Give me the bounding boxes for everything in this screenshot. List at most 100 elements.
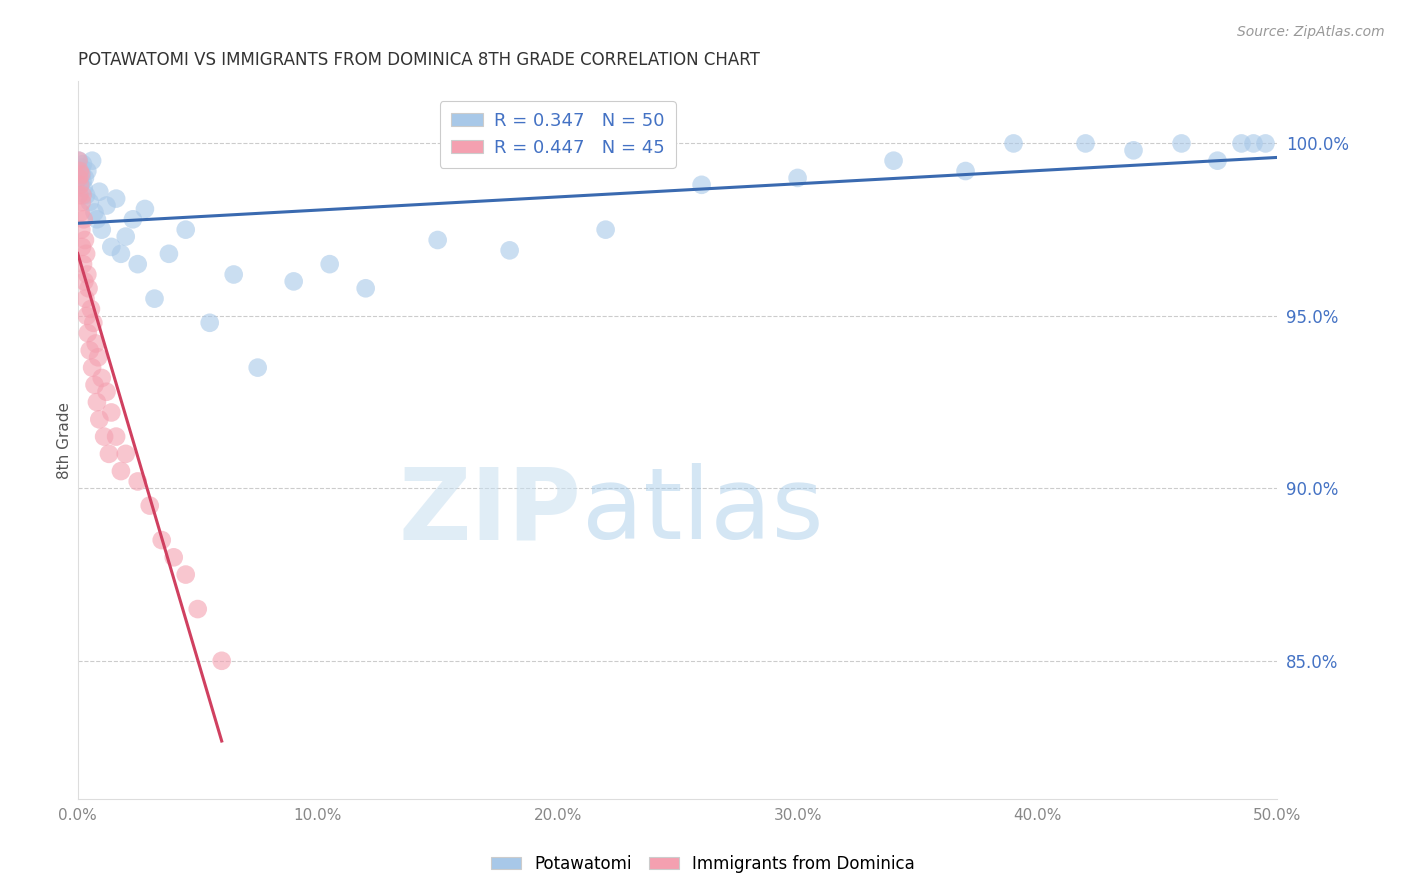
Point [163,550,186,565]
Point [122,212,145,227]
Point [70,240,93,254]
Point [73,181,96,195]
Point [73,170,96,185]
Point [70,168,93,182]
Legend: R = 0.347   N = 50, R = 0.447   N = 45: R = 0.347 N = 50, R = 0.447 N = 45 [440,101,675,168]
Point [70,222,93,236]
Point [114,229,136,244]
Point [69,170,91,185]
Point [79,343,101,358]
Point [157,247,180,261]
Text: Source: ZipAtlas.com: Source: ZipAtlas.com [1237,25,1385,39]
Point [83,205,105,219]
Text: ZIP: ZIP [399,463,582,560]
Point [1243,136,1265,151]
Point [73,233,96,247]
Point [1170,136,1192,151]
Point [67,153,90,168]
Point [72,174,94,188]
Point [82,153,104,168]
Point [100,405,122,419]
Point [127,257,149,271]
Point [67,170,90,185]
Point [82,360,104,375]
Point [69,164,91,178]
Point [187,602,209,616]
Point [883,153,905,168]
Point [174,222,197,236]
Point [498,244,520,258]
Point [80,301,103,316]
Point [138,499,160,513]
Point [70,161,93,175]
Text: POTAWATOMI VS IMMIGRANTS FROM DOMINICA 8TH GRADE CORRELATION CHART: POTAWATOMI VS IMMIGRANTS FROM DOMINICA 8… [77,51,759,69]
Point [70,195,93,210]
Point [75,247,97,261]
Point [72,157,94,171]
Point [76,268,98,282]
Point [114,447,136,461]
Point [69,178,91,192]
Point [222,268,245,282]
Point [89,412,111,426]
Point [86,395,108,409]
Point [690,178,713,192]
Point [100,240,122,254]
Y-axis label: 8th Grade: 8th Grade [58,401,72,478]
Point [97,447,120,461]
Point [87,351,110,365]
Point [1074,136,1097,151]
Point [90,371,112,385]
Point [89,185,111,199]
Point [67,188,90,202]
Point [246,360,269,375]
Point [1002,136,1025,151]
Legend: Potawatomi, Immigrants from Dominica: Potawatomi, Immigrants from Dominica [485,848,921,880]
Point [127,475,149,489]
Point [73,274,96,288]
Point [84,336,107,351]
Point [69,164,91,178]
Point [96,198,118,212]
Point [150,533,173,547]
Point [69,178,91,192]
Point [354,281,377,295]
Point [143,292,166,306]
Point [1206,153,1229,168]
Point [283,274,305,288]
Point [96,384,118,399]
Point [198,316,221,330]
Point [174,567,197,582]
Text: atlas: atlas [582,463,824,560]
Point [93,429,115,443]
Point [75,188,97,202]
Point [73,212,96,227]
Point [426,233,449,247]
Point [83,377,105,392]
Point [105,429,128,443]
Point [79,195,101,210]
Point [67,153,90,168]
Point [110,247,132,261]
Point [1122,144,1144,158]
Point [77,281,100,295]
Point [1230,136,1253,151]
Point [955,164,977,178]
Point [86,212,108,227]
Point [72,188,94,202]
Point [318,257,340,271]
Point [76,326,98,340]
Point [82,316,104,330]
Point [72,257,94,271]
Point [110,464,132,478]
Point [70,168,93,182]
Point [1254,136,1277,151]
Point [90,222,112,236]
Point [76,309,98,323]
Point [105,192,128,206]
Point [786,170,808,185]
Point [69,205,91,219]
Point [75,292,97,306]
Point [134,202,156,216]
Point [211,654,233,668]
